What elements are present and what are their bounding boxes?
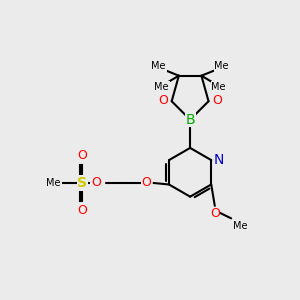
Text: O: O (212, 94, 222, 107)
Text: Me: Me (214, 61, 229, 71)
Text: N: N (214, 153, 224, 167)
Text: O: O (77, 204, 87, 218)
Text: O: O (77, 148, 87, 162)
Text: O: O (158, 94, 168, 107)
Text: Me: Me (154, 82, 169, 92)
Text: Me: Me (46, 178, 61, 188)
Text: B: B (185, 113, 195, 127)
Text: O: O (91, 176, 101, 190)
Text: Me: Me (212, 82, 226, 92)
Text: O: O (141, 176, 151, 190)
Text: Me: Me (232, 221, 247, 231)
Text: S: S (77, 176, 87, 190)
Text: Me: Me (152, 61, 166, 71)
Text: O: O (210, 207, 220, 220)
